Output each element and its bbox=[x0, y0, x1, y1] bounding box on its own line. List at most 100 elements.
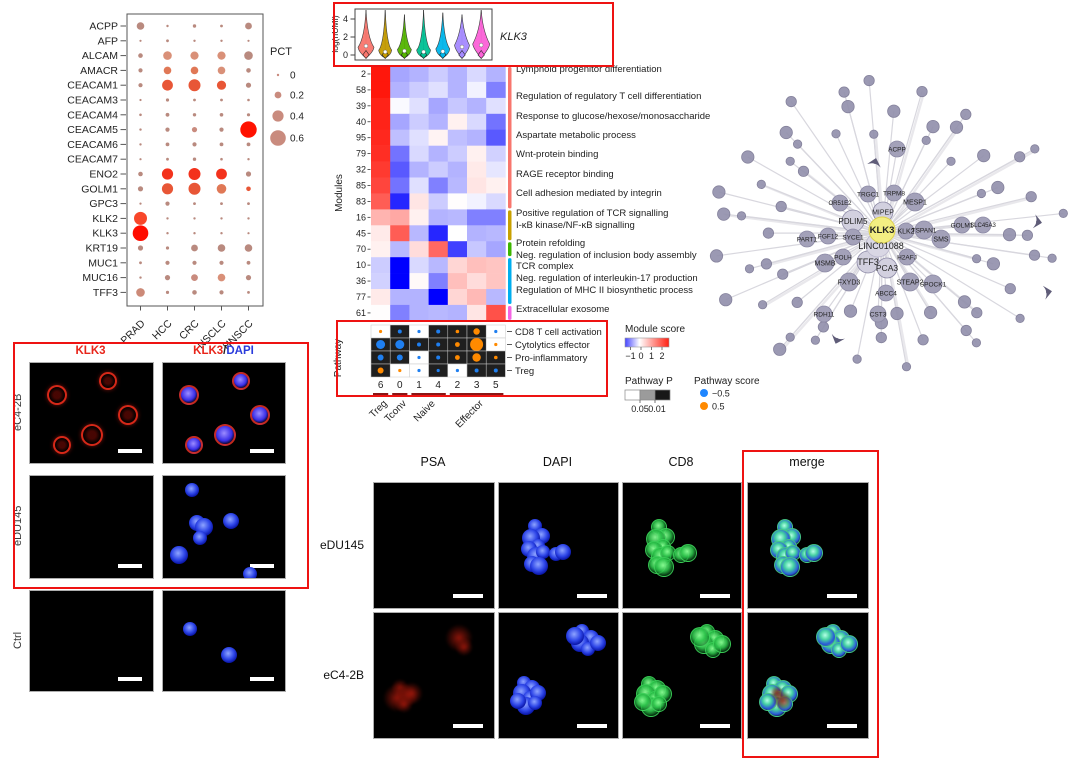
dotplot-dot bbox=[139, 98, 142, 102]
network-node bbox=[791, 296, 803, 308]
dotplot-dot bbox=[138, 68, 143, 73]
violin-ytick: 4 bbox=[343, 14, 348, 24]
network-node bbox=[960, 108, 972, 121]
dotplot-dot bbox=[217, 51, 226, 60]
pathway-group-label: Neg. regulation of inclusion body assemb… bbox=[516, 250, 697, 261]
matrix-ylabel: Pathway bbox=[333, 339, 344, 377]
heatmap-module-label: 10 bbox=[356, 260, 366, 270]
heatmap-module-label: 83 bbox=[356, 196, 366, 206]
dotplot-dot bbox=[193, 202, 196, 206]
heatmap-cell bbox=[390, 161, 410, 178]
dotplot-gene-label: GOLM1 bbox=[81, 183, 118, 195]
dotplot-x-label: HCC bbox=[150, 317, 175, 342]
dotplot-dot bbox=[220, 157, 223, 161]
cell-redring bbox=[99, 372, 118, 390]
heatmap-cell bbox=[467, 97, 487, 115]
network-node bbox=[852, 354, 862, 364]
matrix-dot bbox=[494, 329, 498, 334]
heatmap-cell bbox=[428, 209, 449, 226]
network-node-label: PART1 bbox=[797, 236, 818, 243]
network-node bbox=[1025, 191, 1037, 203]
matrix-cluster-label: Effector bbox=[454, 398, 486, 430]
dotplot-dot bbox=[166, 39, 169, 43]
pathway-group-bar bbox=[508, 210, 512, 241]
network-node bbox=[946, 156, 956, 166]
dotplot-dot bbox=[188, 79, 201, 92]
dotplot-gene-label: MUC16 bbox=[82, 272, 118, 284]
heatmap-cell bbox=[409, 193, 429, 210]
heatmap-cell bbox=[447, 66, 468, 83]
column-header-psa: PSA bbox=[420, 455, 446, 469]
heatmap-cell bbox=[447, 273, 468, 290]
heatmap-cell bbox=[428, 225, 449, 242]
heatmap-cell bbox=[467, 304, 487, 322]
heatmap-cell bbox=[409, 257, 429, 274]
network-node-label: MESP1 bbox=[903, 199, 927, 206]
network-node bbox=[957, 295, 972, 309]
dotplot-dot bbox=[138, 53, 143, 58]
dotplot-dot bbox=[220, 202, 223, 206]
dotplot-legend-dot bbox=[270, 130, 286, 146]
dotplot-dot bbox=[193, 39, 196, 42]
network-node-label: H2AFJ bbox=[897, 254, 917, 261]
network-node-named bbox=[898, 248, 916, 266]
micro-image bbox=[162, 590, 286, 692]
micro-image bbox=[498, 612, 619, 739]
heatmap-cell bbox=[409, 81, 429, 99]
network-node bbox=[838, 86, 850, 98]
network-node bbox=[986, 257, 1001, 271]
legend-module-score-tick: 2 bbox=[659, 351, 664, 361]
matrix-dot bbox=[377, 367, 384, 374]
network-node bbox=[1021, 229, 1034, 241]
heatmap-cell bbox=[447, 225, 468, 242]
network-node-label: TRPM8 bbox=[883, 190, 905, 197]
cell-blue bbox=[536, 544, 551, 559]
network-node bbox=[875, 331, 887, 344]
row-label-ec42b-right: eC4-2B bbox=[323, 668, 364, 682]
pathway-group-label: Extracellular exosome bbox=[516, 304, 609, 315]
heatmap-cell bbox=[371, 145, 391, 162]
dotplot-dot bbox=[165, 246, 170, 250]
dotplot-legend-dot bbox=[272, 110, 284, 122]
heatmap-cell bbox=[390, 66, 410, 83]
heatmap-cell bbox=[390, 241, 410, 258]
dotplot-dot bbox=[165, 127, 170, 132]
violin-ytick: 0 bbox=[343, 50, 348, 60]
heatmap-cell bbox=[428, 273, 449, 290]
heatmap-cell bbox=[390, 304, 410, 322]
heatmap-cell bbox=[447, 257, 468, 274]
micro-image bbox=[29, 475, 154, 579]
pathway-group-label: Lymphoid progenitor differentiation bbox=[516, 64, 662, 75]
network-node-named bbox=[914, 220, 934, 240]
heatmap-cell bbox=[371, 81, 391, 99]
dotplot-dot bbox=[165, 260, 170, 265]
network-node-label: ABCC4 bbox=[875, 290, 897, 297]
network-node bbox=[757, 300, 768, 310]
heatmap-cell bbox=[409, 66, 429, 83]
network-node bbox=[949, 120, 964, 134]
heatmap-cell bbox=[428, 81, 449, 99]
matrix-row-label: Treg bbox=[515, 366, 534, 377]
dotplot-dot bbox=[139, 143, 142, 146]
dotplot-gene-label: CEACAM1 bbox=[67, 80, 118, 92]
column-header-merge: merge bbox=[789, 455, 825, 469]
violin-box bbox=[400, 49, 408, 59]
network-node bbox=[887, 104, 901, 118]
network-node bbox=[762, 227, 775, 239]
dotplot-dot bbox=[220, 232, 223, 235]
heatmap-cell bbox=[409, 177, 429, 194]
dotplot-dot bbox=[136, 22, 145, 30]
cell-blue bbox=[510, 692, 527, 709]
heatmap-cell bbox=[467, 241, 487, 258]
legend-pathway-p-title: Pathway P bbox=[625, 376, 673, 387]
network-node-named bbox=[844, 228, 862, 246]
scale-bar bbox=[118, 449, 142, 453]
network-node bbox=[785, 96, 797, 108]
dotplot-dot bbox=[192, 24, 197, 28]
pathway-group-label: Protein refolding bbox=[516, 238, 585, 249]
dotplot-dot bbox=[163, 66, 172, 75]
header-segment: KLK3 bbox=[193, 345, 224, 357]
network-node bbox=[991, 180, 1005, 195]
dotplot-dot bbox=[247, 39, 250, 42]
